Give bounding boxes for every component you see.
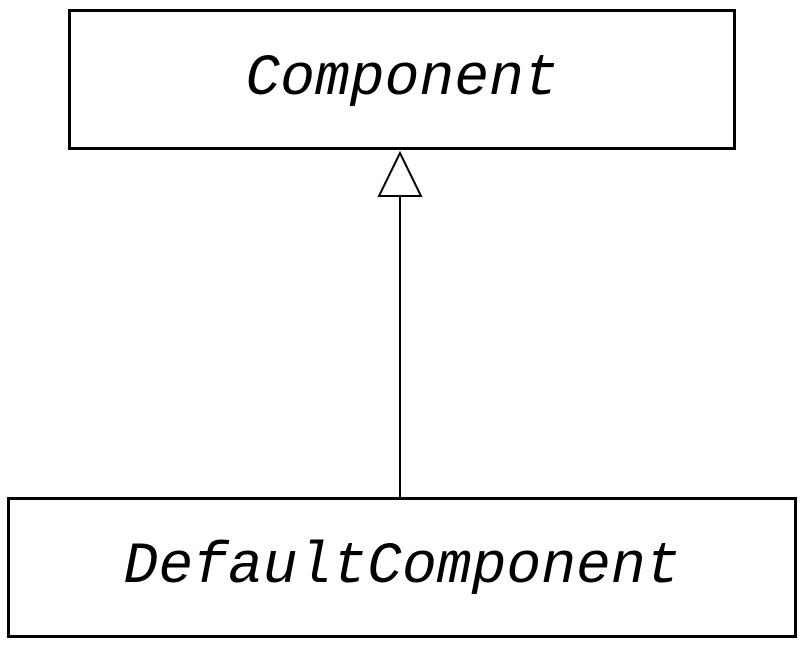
uml-class-label: DefaultComponent <box>124 535 681 600</box>
uml-class-label: Component <box>245 47 558 112</box>
uml-class-component: Component <box>68 9 736 150</box>
generalization-arrow <box>377 151 423 499</box>
uml-class-default-component: DefaultComponent <box>7 497 797 638</box>
